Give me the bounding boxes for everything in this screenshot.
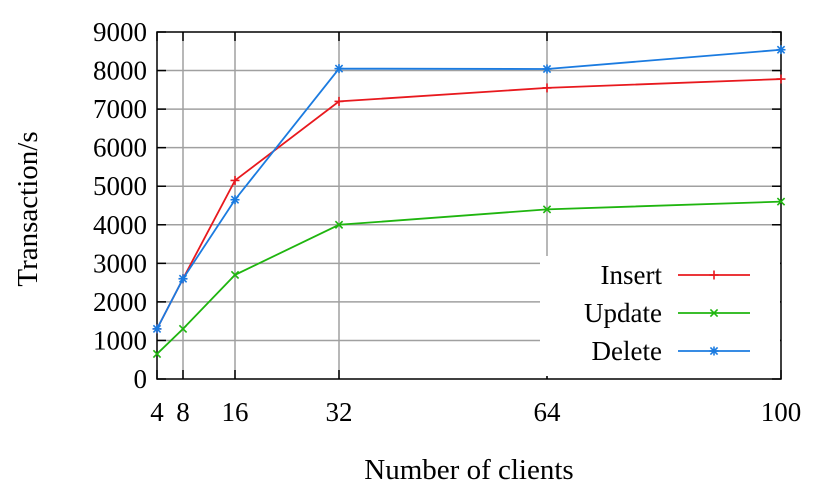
- x-tick-label: 16: [222, 397, 249, 427]
- x-axis-label: Number of clients: [364, 454, 573, 486]
- data-point-delete: [776, 45, 786, 55]
- y-tick-label: 6000: [93, 133, 147, 163]
- marker-stroke: [542, 64, 552, 74]
- marker-stroke: [230, 270, 240, 280]
- legend-label-insert: Insert: [601, 260, 663, 290]
- marker-stroke: [709, 346, 719, 356]
- series-line-delete: [156, 48, 782, 330]
- y-tick-label: 3000: [93, 248, 147, 278]
- y-tick-label: 1000: [93, 325, 147, 355]
- series-line-update: [156, 200, 782, 355]
- marker-stroke: [776, 45, 786, 54]
- data-point-update: [776, 197, 786, 206]
- data-point-update: [152, 349, 162, 359]
- data-point-update: [230, 270, 240, 280]
- marker-stroke: [230, 195, 240, 204]
- legend: Insert Update Delete: [540, 256, 780, 376]
- y-tick-label: 7000: [93, 94, 147, 124]
- legend-label-delete: Delete: [592, 336, 662, 366]
- data-point-update: [334, 220, 344, 229]
- marker-stroke: [334, 220, 344, 229]
- marker-stroke: [178, 324, 188, 334]
- marker-stroke: [334, 64, 344, 73]
- marker-stroke: [178, 274, 188, 283]
- data-point-update: [178, 324, 188, 334]
- data-point-delete: [542, 64, 552, 74]
- y-tick-label: 5000: [93, 171, 147, 201]
- legend-marker-insert: [709, 270, 719, 280]
- data-point-delete: [230, 195, 240, 205]
- data-point-insert: [334, 96, 344, 106]
- series-update: [152, 197, 786, 359]
- data-point-delete: [334, 64, 344, 74]
- data-point-insert: [776, 74, 786, 84]
- data-point-insert: [230, 175, 240, 185]
- x-tick-label: 64: [534, 397, 562, 427]
- y-axis-label: Transaction/s: [12, 131, 44, 286]
- marker-stroke: [776, 197, 786, 206]
- y-tick-label: 4000: [93, 210, 147, 240]
- y-tick-label: 2000: [93, 287, 147, 317]
- series-delete: [152, 45, 786, 334]
- marker-stroke: [152, 324, 162, 334]
- marker-stroke: [542, 205, 552, 214]
- data-point-delete: [178, 274, 188, 284]
- legend-background: [540, 256, 780, 376]
- x-tick-label: 8: [176, 397, 190, 427]
- x-tick-label: 32: [326, 397, 353, 427]
- legend-marker-delete: [709, 346, 719, 356]
- data-point-insert: [542, 83, 552, 93]
- plot-border: [156, 31, 782, 380]
- data-point-delete: [152, 324, 162, 334]
- data-point-update: [542, 205, 552, 214]
- series-layer: [152, 45, 786, 359]
- y-tick-label: 9000: [93, 17, 147, 47]
- y-tick-label: 8000: [93, 56, 147, 86]
- marker-stroke: [709, 308, 719, 318]
- x-tick-label: 4: [150, 397, 164, 427]
- x-tick-label: 100: [761, 397, 802, 427]
- y-tick-label: 0: [134, 364, 148, 394]
- legend-label-update: Update: [584, 298, 662, 328]
- legend-marker-update: [709, 308, 719, 318]
- axes: 0 1000 2000 3000 4000 5000 6000 7000 8000 9000 4 8 1…: [93, 17, 801, 427]
- marker-stroke: [152, 349, 162, 359]
